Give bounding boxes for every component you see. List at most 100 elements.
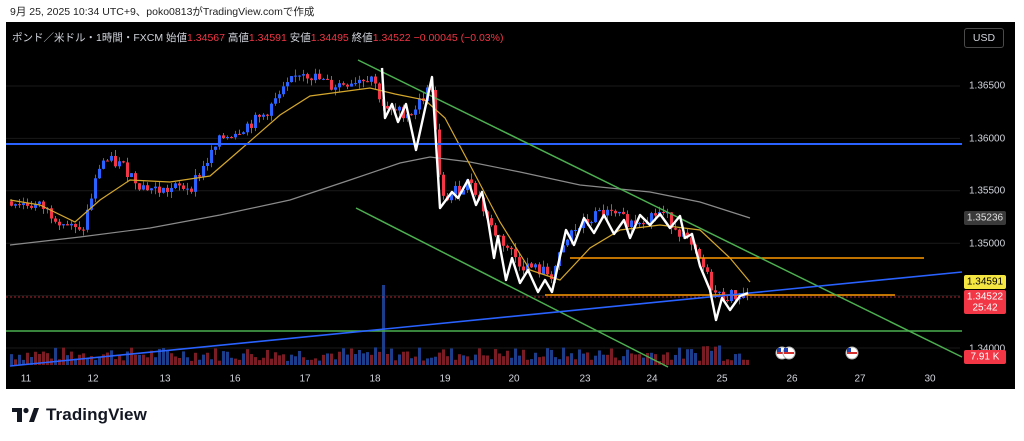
volume-bar: [194, 352, 197, 365]
close-price-badge[interactable]: [964, 290, 1006, 314]
volume-bar: [670, 359, 673, 365]
volume-bar: [642, 357, 645, 365]
volume-bar: [106, 352, 109, 365]
ascending-trendline[interactable]: [9, 271, 963, 367]
candle-body: [642, 222, 645, 225]
candle-body: [166, 187, 169, 192]
volume-bar: [10, 354, 13, 365]
candle-body: [126, 162, 129, 178]
candle-body: [330, 79, 333, 90]
volume-badge[interactable]: [964, 350, 1006, 364]
volume-bar: [134, 354, 137, 365]
volume-bar: [710, 350, 713, 365]
channel-lower-line[interactable]: [355, 207, 669, 368]
close-price-badge-text: 1.34522: [967, 292, 1004, 303]
candle-body: [690, 237, 693, 245]
candle-body: [626, 214, 629, 228]
volume-bar: [186, 357, 189, 365]
volume-bar: [114, 359, 117, 365]
volume-bar: [358, 349, 361, 365]
volume-bar: [386, 353, 389, 365]
high-price-badge[interactable]: [964, 275, 1006, 289]
volume-bar: [478, 348, 481, 365]
volume-bar: [322, 354, 325, 365]
volume-bar: [282, 354, 285, 365]
close-value: 1.34522: [372, 32, 411, 44]
tradingview-logo[interactable]: TradingView: [12, 405, 147, 425]
volume-bar: [458, 354, 461, 365]
us-flag-stripe: [777, 352, 787, 354]
candle-body: [606, 209, 609, 216]
price-axis-tick: 1.36000: [969, 134, 1006, 145]
volume-bar: [398, 354, 401, 365]
candle-body: [138, 183, 141, 190]
volume-bar: [290, 354, 293, 365]
sma-price-badge[interactable]: [964, 211, 1006, 225]
symbol-info-bar: ポンド／米ドル・1時間・FXCM 始値1.34567 高値1.34591 安値1…: [12, 30, 503, 45]
volume-bar: [334, 359, 337, 365]
candle-body: [274, 98, 277, 104]
sma-line: [9, 156, 751, 246]
candle-body: [242, 132, 245, 134]
candle-body: [430, 87, 433, 90]
volume-bar: [142, 354, 145, 365]
volume-bar: [330, 353, 333, 365]
symbol-title[interactable]: ポンド／米ドル・1時間・FXCM: [12, 32, 164, 44]
candle-body: [322, 78, 325, 80]
close-price-badge-text: 25:42: [972, 303, 997, 314]
candle-body: [266, 114, 269, 116]
candle-body: [710, 271, 713, 291]
candle-body: [78, 227, 81, 230]
candle-body: [258, 114, 261, 117]
volume-bar: [470, 360, 473, 365]
candle-body: [150, 188, 153, 191]
time-axis-label: 13: [159, 374, 171, 385]
candle-body: [686, 232, 689, 238]
channel-upper-line[interactable]: [357, 59, 963, 358]
volume-bar: [90, 356, 93, 365]
candle-body: [418, 98, 421, 110]
volume-bar: [146, 357, 149, 365]
candle-body: [290, 76, 293, 83]
volume-bar: [570, 353, 573, 365]
volume-bar: [162, 348, 165, 365]
candle-body: [398, 106, 401, 111]
candle-body: [142, 185, 145, 190]
volume-bar: [510, 357, 513, 365]
candle-body: [566, 239, 569, 246]
candle-body: [574, 230, 577, 232]
candle-body: [214, 146, 217, 150]
volume-bar: [634, 354, 637, 365]
wave-zigzag-line[interactable]: [380, 67, 749, 322]
candle-body: [186, 188, 189, 190]
candle-body: [14, 204, 17, 206]
time-axis-label: 16: [229, 374, 241, 385]
volume-bar: [286, 360, 289, 365]
time-axis-label: 18: [369, 374, 381, 385]
volume-bar: [366, 352, 369, 365]
volume-bar: [438, 352, 441, 365]
volume-bar: [118, 354, 121, 365]
candle-body: [698, 248, 701, 258]
volume-bar: [718, 345, 721, 365]
candle-body: [394, 109, 397, 111]
candle-body: [586, 219, 589, 224]
currency-button[interactable]: USD: [964, 28, 1004, 48]
volume-bar: [306, 359, 309, 365]
volume-bar: [410, 358, 413, 365]
volume-bar: [46, 353, 49, 365]
volume-bar: [590, 359, 593, 365]
chart-frame[interactable]: [6, 22, 1015, 389]
volume-bar: [562, 347, 565, 365]
time-axis-label: 12: [87, 374, 99, 385]
volume-bar: [466, 356, 469, 365]
chart-caption: 9月 25, 2025 10:34 UTC+9、poko0813がTrading…: [10, 6, 315, 18]
volume-bar: [86, 358, 89, 365]
volume-bar: [42, 351, 45, 365]
candle-body: [622, 211, 625, 215]
candle-body: [146, 185, 149, 191]
volume-bar: [506, 350, 509, 365]
volume-bar: [338, 351, 341, 365]
candle-body: [302, 74, 305, 76]
